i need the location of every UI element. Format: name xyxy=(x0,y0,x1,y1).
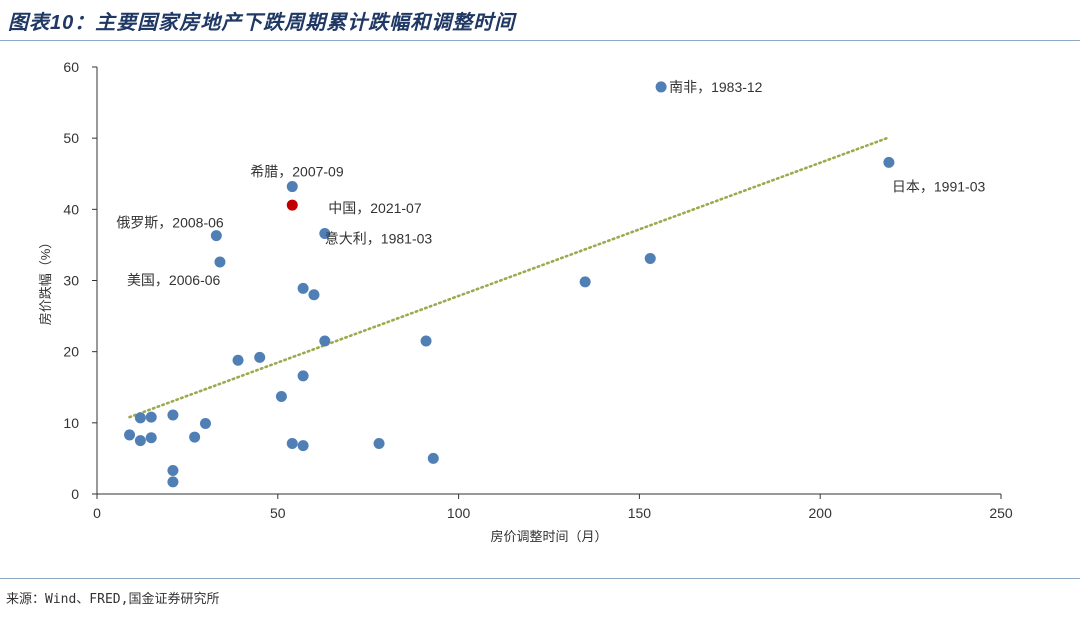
y-tick-label: 30 xyxy=(63,273,79,289)
data-points xyxy=(124,81,895,488)
bottom-divider xyxy=(0,578,1080,579)
data-point xyxy=(214,256,226,268)
chart-title: 图表10：主要国家房地产下跌周期累计跌幅和调整时间 xyxy=(8,12,516,34)
point-label: 中国，2021-07 xyxy=(328,200,422,216)
data-point xyxy=(420,335,432,347)
data-point xyxy=(883,156,895,168)
point-label: 希腊，2007-09 xyxy=(250,164,344,180)
data-point xyxy=(189,431,201,443)
x-tick-label: 250 xyxy=(989,505,1013,521)
data-point xyxy=(199,418,211,430)
data-point xyxy=(319,228,331,240)
data-point xyxy=(210,230,222,242)
data-point xyxy=(286,437,298,449)
data-point xyxy=(134,435,146,447)
data-point xyxy=(644,252,656,264)
data-point xyxy=(286,181,298,193)
data-point xyxy=(319,335,331,347)
trend-line xyxy=(128,136,891,419)
point-label: 意大利，1981-03 xyxy=(325,231,433,247)
y-tick-label: 0 xyxy=(71,486,79,502)
data-point xyxy=(145,432,157,444)
data-point xyxy=(297,282,309,294)
y-tick-label: 10 xyxy=(63,415,79,431)
point-labels: 南非，1983-12 日本，1991-03 希腊，2007-09 中国，2021-07… xyxy=(116,79,985,288)
data-point xyxy=(254,351,266,363)
point-label: 美国，2006-06 xyxy=(127,272,221,288)
data-point xyxy=(275,391,287,403)
point-label: 俄罗斯，2008-06 xyxy=(116,215,224,231)
y-tick-label: 20 xyxy=(63,344,79,360)
x-tick-label: 100 xyxy=(447,505,471,521)
data-point xyxy=(145,411,157,423)
data-point-highlight xyxy=(286,199,298,211)
data-point xyxy=(373,437,385,449)
data-point xyxy=(232,354,244,366)
data-point xyxy=(167,409,179,421)
data-point xyxy=(167,476,179,488)
point-label: 南非，1983-12 xyxy=(669,79,763,95)
y-tick-label: 50 xyxy=(63,130,79,146)
x-tick-label: 0 xyxy=(93,505,101,521)
data-point xyxy=(297,440,309,452)
data-point xyxy=(427,452,439,464)
data-point xyxy=(579,276,591,288)
data-point xyxy=(297,370,309,382)
y-axis-title: 房价跌幅（%） xyxy=(38,236,53,326)
chart-axes: 0 10 20 30 40 50 60 0 50 100 150 200 250 xyxy=(63,59,1012,521)
source-note: 来源：Wind、FRED,国金证券研究所 xyxy=(6,592,220,607)
x-tick-label: 150 xyxy=(628,505,652,521)
data-point xyxy=(167,465,179,477)
y-tick-label: 60 xyxy=(63,59,79,75)
x-tick-label: 200 xyxy=(809,505,833,521)
data-point xyxy=(308,289,320,301)
x-axis-title: 房价调整时间（月） xyxy=(490,529,607,544)
x-tick-label: 50 xyxy=(270,505,286,521)
point-label: 日本，1991-03 xyxy=(892,178,986,194)
data-point xyxy=(124,429,136,441)
top-divider xyxy=(0,40,1080,41)
trend-line-group xyxy=(128,136,891,419)
data-point xyxy=(134,412,146,424)
data-point xyxy=(655,81,667,93)
y-tick-label: 40 xyxy=(63,201,79,217)
